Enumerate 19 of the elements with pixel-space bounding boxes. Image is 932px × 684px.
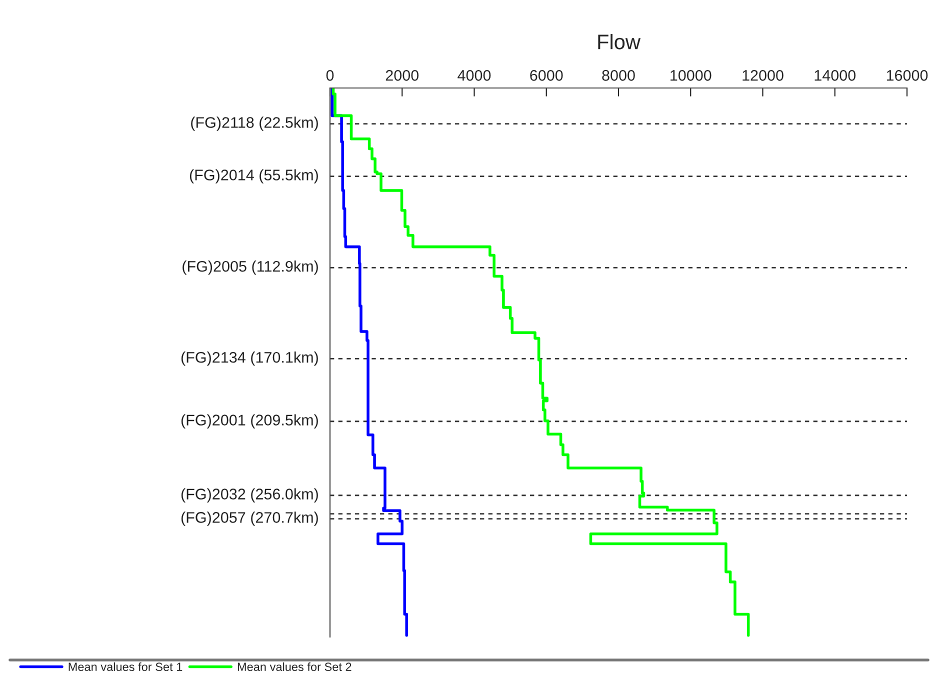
x-tick-label: 10000 — [670, 70, 712, 81]
ref-line-label: (FG)2005 (112.9km) — [182, 260, 318, 275]
ref-line-label: (FG)2001 (209.5km) — [181, 414, 318, 428]
x-tick-label: 12000 — [742, 70, 784, 81]
legend-label: Mean values for Set 2 — [238, 662, 352, 672]
ref-line-label: (FG)2134 (170.1km) — [181, 352, 318, 366]
ref-line-label: (FG)2057 (270.7km) — [181, 512, 318, 526]
x-tick-label: 6000 — [530, 70, 563, 81]
ref-line-label: (FG)2118 (22.5km) — [191, 116, 318, 131]
x-tick-label: 2000 — [386, 70, 419, 81]
x-tick-label: 16000 — [886, 70, 928, 81]
x-tick-label: 14000 — [814, 70, 856, 81]
x-tick-label: 8000 — [602, 70, 635, 81]
ref-line-label: (FG)2014 (55.5km) — [190, 169, 318, 184]
legend-label: Mean values for Set 1 — [68, 662, 182, 672]
chart-title: Flow — [598, 34, 641, 50]
ref-line-label: (FG)2032 (256.0km) — [181, 488, 318, 502]
x-tick-label: 0 — [326, 70, 334, 81]
x-tick-label: 4000 — [458, 70, 491, 81]
